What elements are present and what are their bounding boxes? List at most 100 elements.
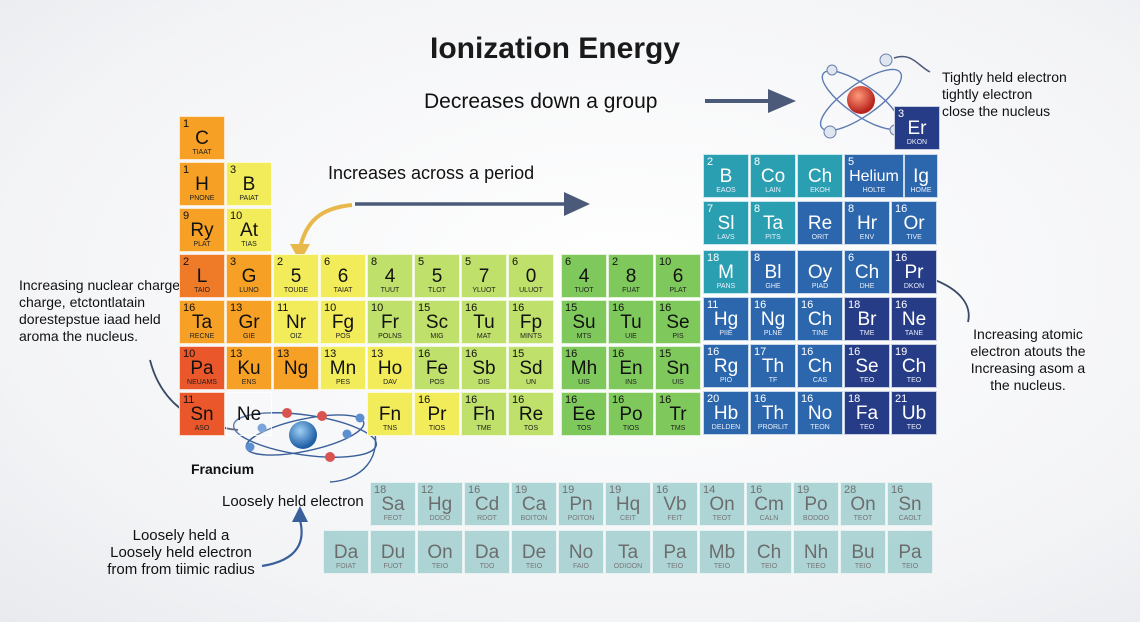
atomic-number: 19: [609, 484, 622, 496]
element-symbol: 5: [290, 266, 302, 287]
element-name: Teon: [810, 424, 830, 431]
element-cell: 13 Ho Dav: [367, 346, 413, 390]
element-symbol: Co: [760, 166, 786, 187]
element-name: Pio: [719, 377, 733, 384]
element-name: Feit: [667, 515, 683, 522]
element-symbol: Sb: [472, 358, 496, 379]
element-name: Prorlit: [757, 424, 789, 431]
element-symbol: Br: [857, 309, 877, 330]
element-symbol: Cd: [474, 494, 500, 515]
element-name: Teio: [666, 563, 684, 570]
element-cell: Ta Odioon: [605, 530, 651, 574]
element-cell: Re Orit: [797, 201, 843, 245]
element-cell: 10 6 Plat: [655, 254, 701, 298]
element-symbol: Da: [474, 542, 500, 563]
element-cell: 16 Fe Pos: [414, 346, 460, 390]
element-symbol: Se: [666, 312, 690, 333]
element-name: Taiat: [333, 287, 353, 294]
element-cell: Ch Teio: [746, 530, 792, 574]
element-cell: On Teio: [417, 530, 463, 574]
element-name: Dhe: [859, 283, 875, 290]
element-symbol: Sd: [519, 358, 543, 379]
atomic-number: 16: [895, 299, 908, 311]
element-cell: 8 Hr Env: [844, 201, 890, 245]
element-name: Plat: [193, 241, 211, 248]
atomic-number: 16: [801, 393, 814, 405]
element-cell: 2 B Eaos: [703, 154, 749, 198]
element-symbol: Ku: [237, 358, 261, 379]
element-name: Teot: [712, 515, 732, 522]
element-symbol: No: [807, 403, 833, 424]
element-symbol: Ch: [807, 309, 833, 330]
element-cell: 13 Gr Gie: [226, 300, 272, 344]
element-name: Dkon: [906, 139, 928, 146]
element-name: Teio: [760, 563, 778, 570]
element-symbol: Ch: [756, 542, 782, 563]
atomic-number: 2: [183, 256, 190, 268]
element-name: Lavs: [717, 234, 735, 241]
element-cell: 12 Hg Dodo: [417, 482, 463, 526]
atomic-number: 18: [374, 484, 387, 496]
element-cell: 6 Ch Dhe: [844, 250, 890, 294]
element-name: Tos: [523, 425, 539, 432]
element-name: Piad: [811, 283, 829, 290]
element-name: Teio: [901, 563, 919, 570]
atomic-number: 5: [465, 256, 472, 268]
element-cell: 16 Sb Dis: [461, 346, 507, 390]
element-cell: Nh Teeo: [793, 530, 839, 574]
atomic-number: 15: [565, 302, 578, 314]
element-name: Boiton: [520, 515, 548, 522]
element-name: Pos: [429, 379, 445, 386]
element-cell: 16 Th Prorlit: [750, 391, 796, 435]
element-symbol: Bu: [851, 542, 875, 563]
element-symbol: Ng: [283, 358, 309, 379]
atomic-number: 18: [848, 299, 861, 311]
trend-down-label: Decreases down a group: [424, 90, 658, 113]
element-cell: 16 Tu Uie: [608, 300, 654, 344]
element-symbol: Sc: [425, 312, 449, 333]
element-symbol: Du: [380, 542, 406, 563]
element-cell: 1 H Pnone: [179, 162, 225, 206]
element-name: Yluot: [472, 287, 496, 294]
element-cell: 16 Ch Cas: [797, 344, 843, 388]
element-symbol: Pr: [904, 262, 924, 283]
atomic-number: 16: [183, 302, 196, 314]
annotation-line: charge, etctontlatain: [19, 294, 146, 310]
element-name: Teo: [906, 377, 922, 384]
element-name: Tios: [428, 425, 446, 432]
arrow-increases-across-period: [290, 192, 590, 262]
element-cell: 11 Nr Oiz: [273, 300, 319, 344]
atomic-number: 16: [754, 393, 767, 405]
atomic-number: 10: [371, 302, 384, 314]
element-name: Feot: [383, 515, 403, 522]
element-symbol: Tu: [620, 312, 642, 333]
element-symbol: Ca: [521, 494, 547, 515]
element-name: Foiat: [335, 563, 357, 570]
element-name: Teio: [854, 563, 872, 570]
element-cell: 14 On Teot: [699, 482, 745, 526]
element-symbol: Bl: [764, 262, 782, 283]
element-name: Pits: [765, 234, 781, 241]
element-cell: 8 Ta Pits: [750, 201, 796, 245]
element-cell: 19 Po Bodoo: [793, 482, 839, 526]
element-name: Poiton: [567, 515, 595, 522]
element-name: Caln: [759, 515, 779, 522]
atomic-number: 13: [230, 348, 243, 360]
atomic-number: 8: [754, 156, 761, 168]
annotation-line: Tightly held electron: [942, 69, 1067, 85]
element-cell: 19 Pn Poiton: [558, 482, 604, 526]
element-symbol: Pa: [898, 542, 922, 563]
atomic-number: 15: [512, 348, 525, 360]
element-name: Aso: [194, 425, 210, 432]
element-name: Pes: [335, 379, 350, 386]
element-symbol: Da: [333, 542, 359, 563]
element-cell: Mb Teio: [699, 530, 745, 574]
annotation-line: Loosely held electron: [110, 544, 252, 561]
element-cell: 5 5 Tlot: [414, 254, 460, 298]
element-symbol: Cm: [754, 494, 784, 515]
element-cell: 16 Sn Caolt: [887, 482, 933, 526]
element-cell: 16 Cm Caln: [746, 482, 792, 526]
element-cell: 11 Hg Piie: [703, 297, 749, 341]
element-cell: 11 Sn Aso: [179, 392, 225, 436]
atomic-number: 14: [703, 484, 716, 496]
